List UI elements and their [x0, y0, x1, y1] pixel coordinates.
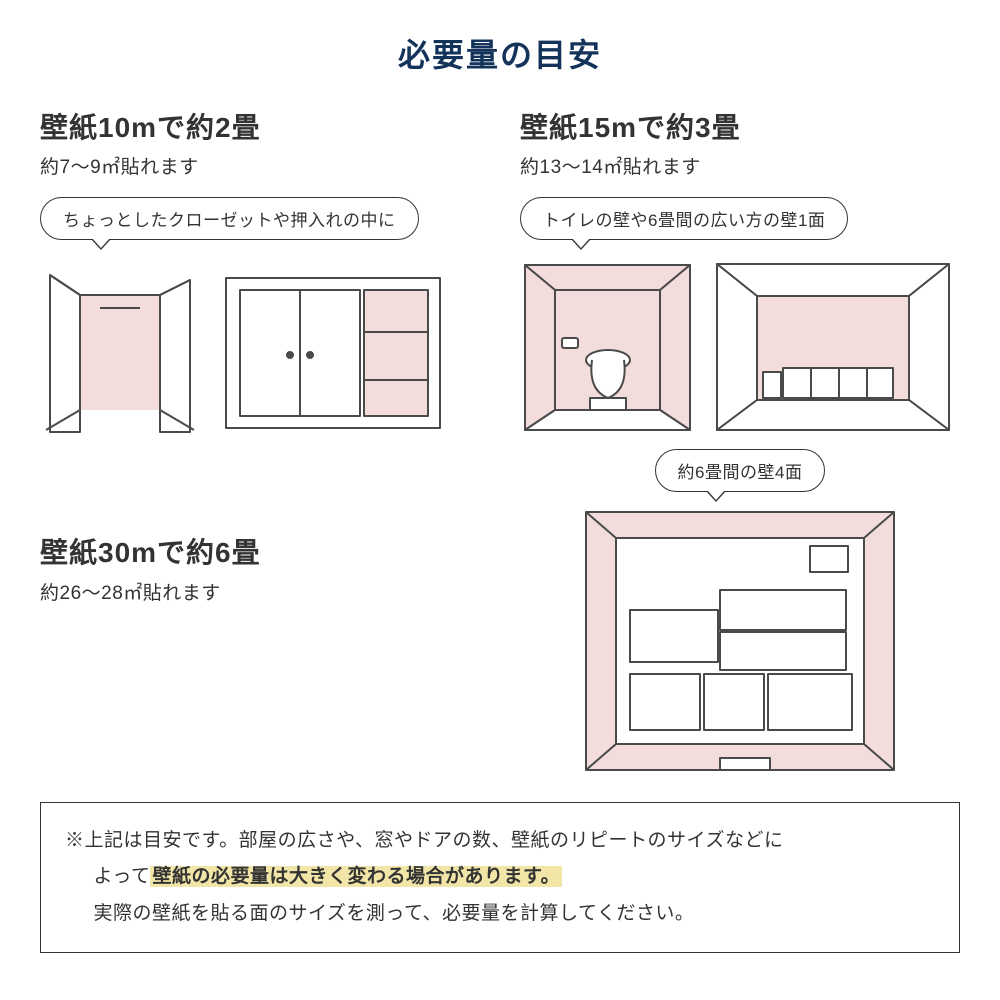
section-10m-illustrations: [40, 260, 480, 435]
section-10m-bubble: ちょっとしたクローゼットや押入れの中に: [40, 197, 419, 240]
section-10m-sub: 約7〜9㎡貼れます: [40, 152, 480, 179]
disclaimer-highlight: 壁紙の必要量は大きく変わる場合があります。: [150, 866, 562, 887]
room-plan-icon: [580, 506, 900, 776]
oshiire-icon: [218, 260, 448, 435]
sections-grid: 壁紙10mで約2畳 約7〜9㎡貼れます ちょっとしたクローゼットや押入れの中に: [40, 110, 960, 776]
section-30m-bubble: 約6畳間の壁4面: [655, 449, 826, 492]
section-10m-heading: 壁紙10mで約2畳: [40, 110, 480, 146]
section-15m: 壁紙15mで約3畳 約13〜14㎡貼れます トイレの壁や6畳間の広い方の壁1面: [520, 110, 960, 435]
section-30m: 壁紙30mで約6畳 約26〜28㎡貼れます: [40, 445, 480, 776]
section-30m-illustration-block: 約6畳間の壁4面: [520, 445, 960, 776]
section-30m-illustrations: [520, 506, 960, 776]
section-30m-sub: 約26〜28㎡貼れます: [40, 578, 480, 605]
section-30m-heading: 壁紙30mで約6畳: [40, 535, 480, 571]
room-one-wall-icon: [713, 260, 953, 435]
section-15m-illustrations: [520, 260, 960, 435]
section-10m: 壁紙10mで約2畳 約7〜9㎡貼れます ちょっとしたクローゼットや押入れの中に: [40, 110, 480, 435]
page-title: 必要量の目安: [40, 30, 960, 76]
disclaimer-line-3: 実際の壁紙を貼る面のサイズを測って、必要量を計算してください。: [65, 896, 935, 932]
section-15m-sub: 約13〜14㎡貼れます: [520, 152, 960, 179]
disclaimer-box: ※上記は目安です。部屋の広さや、窓やドアの数、壁紙のリピートのサイズなどに よっ…: [40, 802, 960, 952]
toilet-room-icon: [520, 260, 695, 435]
section-15m-bubble: トイレの壁や6畳間の広い方の壁1面: [520, 197, 848, 240]
closet-icon: [40, 260, 200, 435]
disclaimer-line-2: よって壁紙の必要量は大きく変わる場合があります。: [65, 859, 935, 895]
section-15m-heading: 壁紙15mで約3畳: [520, 110, 960, 146]
disclaimer-line-1: ※上記は目安です。部屋の広さや、窓やドアの数、壁紙のリピートのサイズなどに: [65, 823, 935, 859]
disclaimer-line-2-prefix: よって: [94, 866, 151, 887]
